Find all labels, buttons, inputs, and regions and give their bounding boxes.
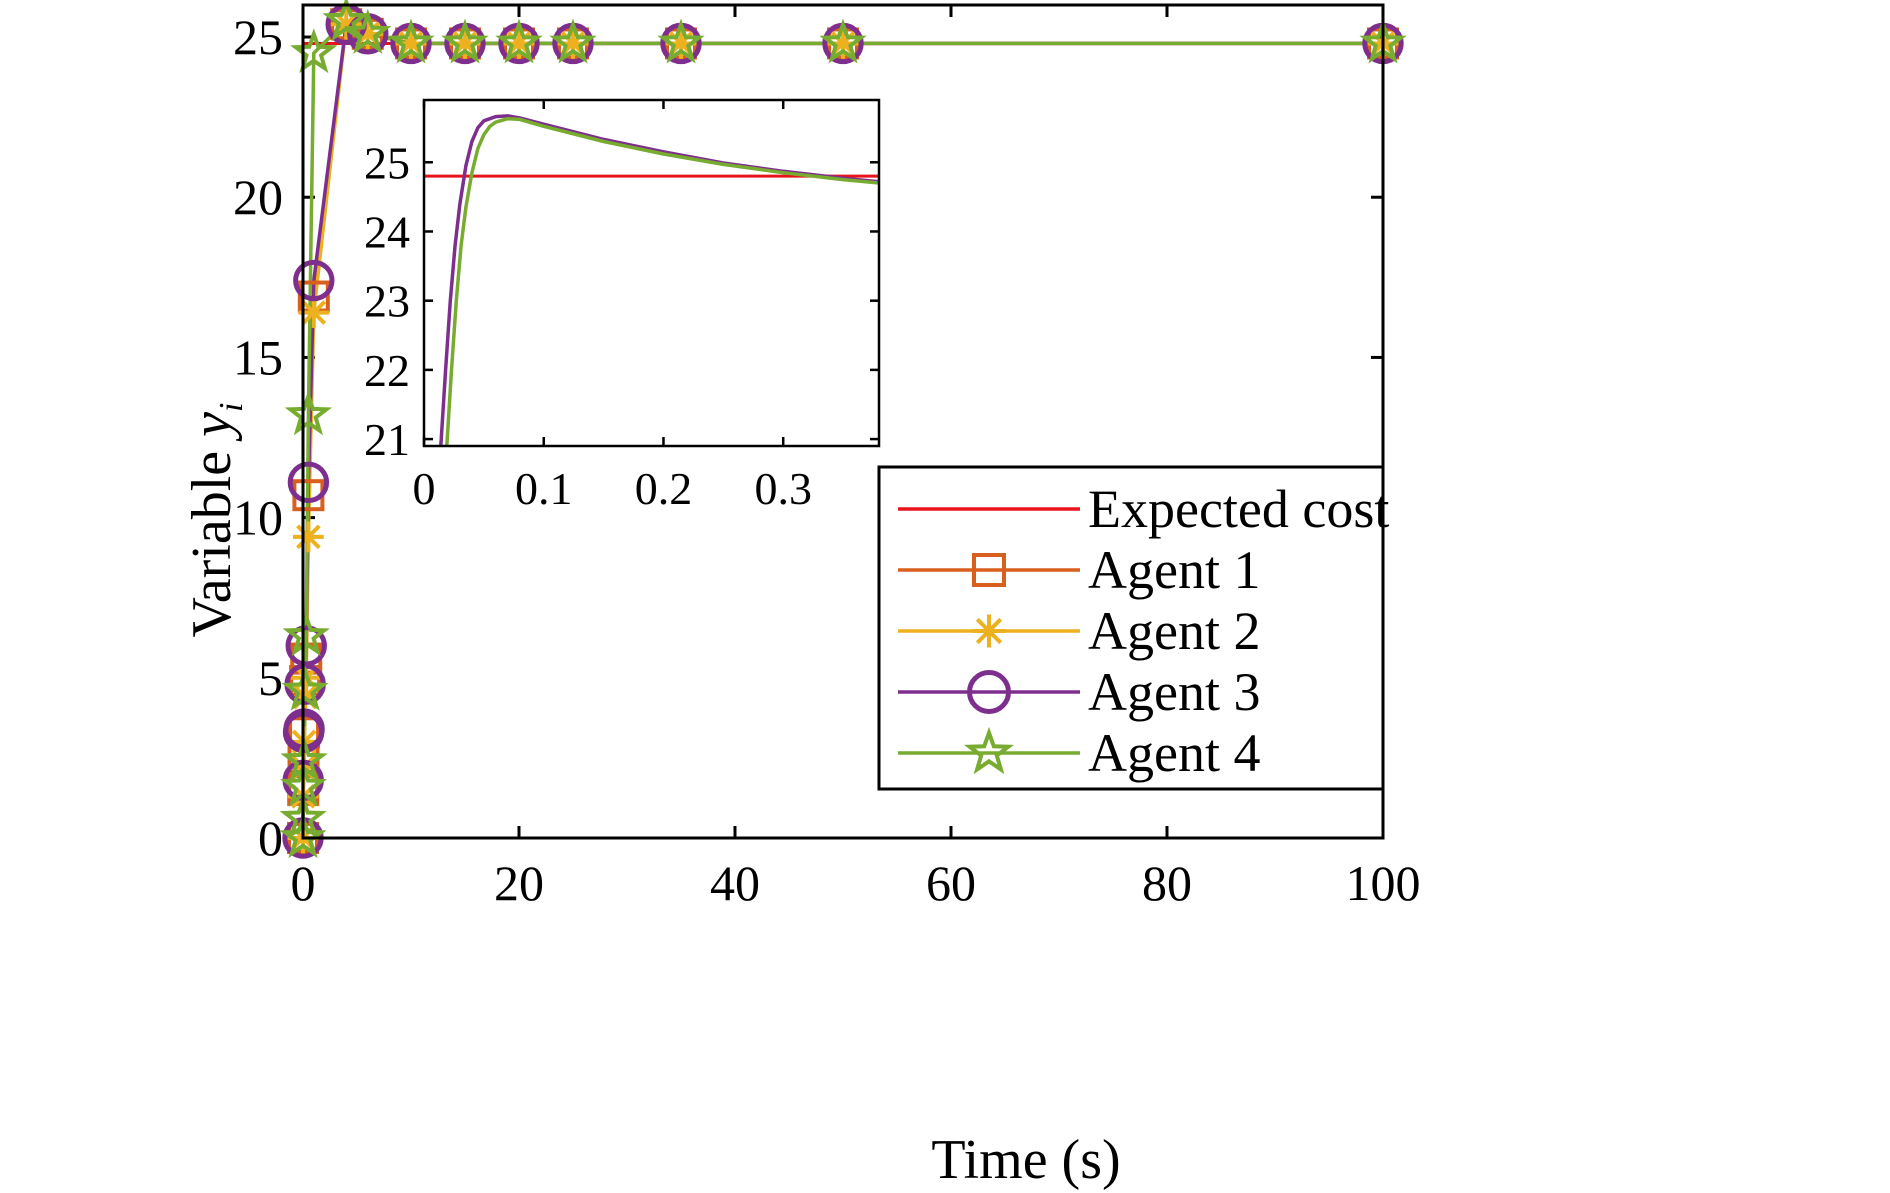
x-tick-label: 60	[926, 855, 976, 911]
agent4-marker	[284, 390, 333, 436]
y-tick-label: 25	[233, 9, 283, 65]
inset-y-tick-label: 22	[364, 345, 410, 396]
legend-agent4-label: Agent 4	[1088, 723, 1260, 783]
agent4-marker	[279, 813, 327, 859]
y-axis-title: Variable yi	[181, 403, 250, 638]
agent4-marker	[281, 665, 329, 711]
inset-x-tick-label: 0	[413, 463, 436, 514]
inset-plot: 0 0.1 0.2 0.3 21 22 23 24 25	[364, 98, 881, 514]
agent3-marker	[287, 461, 330, 504]
y-tick-label: 20	[233, 169, 283, 225]
plot-frame	[301, 3, 1385, 840]
inset-x-tick-label: 0.2	[635, 463, 693, 514]
inset-agent4-line	[445, 116, 879, 446]
legend-agent3-label: Agent 3	[1088, 662, 1260, 722]
agent4-marker	[819, 18, 867, 64]
legend-box	[877, 465, 1385, 791]
inset-x-tick-label: 0.1	[515, 463, 573, 514]
agent3-marker	[285, 625, 327, 667]
agent4-marker	[549, 18, 597, 64]
y-tick-label: 15	[233, 329, 283, 385]
y-tick-label: 0	[258, 810, 283, 866]
legend-agent2-label: Agent 2	[1088, 601, 1260, 661]
legend-agent3-marker	[967, 670, 1011, 714]
agent4-marker	[282, 611, 330, 657]
legend-agent4-marker	[963, 726, 1015, 775]
agent2-marker	[293, 521, 324, 553]
agent4-marker	[441, 18, 489, 64]
x-tick-label: 80	[1142, 855, 1192, 911]
inset-series	[424, 114, 879, 446]
x-tick-label: 40	[710, 855, 760, 911]
legend-agent2-marker	[972, 614, 1006, 648]
agent4-marker	[495, 18, 543, 64]
legend-agent1-marker	[972, 553, 1006, 587]
x-tick-label: 20	[494, 855, 544, 911]
agent2-marker	[298, 297, 330, 328]
inset-x-tick-label: 0.3	[754, 463, 812, 514]
agent4-marker	[322, 0, 370, 42]
y-axis-title-subscript: i	[213, 403, 250, 412]
agent4-marker	[290, 28, 338, 74]
legend-expected-label: Expected cost	[1088, 479, 1389, 539]
inset-y-tick-label: 23	[364, 276, 410, 327]
x-tick-label: 100	[1346, 855, 1421, 911]
y-tick-label: 10	[233, 490, 283, 546]
y-tick-label: 5	[258, 650, 283, 706]
inset-y-tick-label: 25	[364, 137, 410, 188]
inset-area	[424, 100, 879, 446]
inset-y-tick-label: 21	[364, 414, 410, 465]
y-axis-title-symbol: y	[181, 412, 243, 442]
x-tick-label: 0	[291, 855, 316, 911]
agent4-marker	[657, 18, 705, 64]
inset-frame	[422, 98, 881, 448]
legend-agent1-label: Agent 1	[1088, 540, 1260, 600]
agent3-marker	[293, 259, 335, 302]
x-axis-title: Time (s)	[931, 1129, 1120, 1191]
agent4-marker	[344, 8, 392, 54]
y-axis-title-main: Variable	[181, 437, 243, 638]
agent4-marker	[387, 18, 435, 64]
inset-y-tick-label: 24	[364, 206, 410, 257]
